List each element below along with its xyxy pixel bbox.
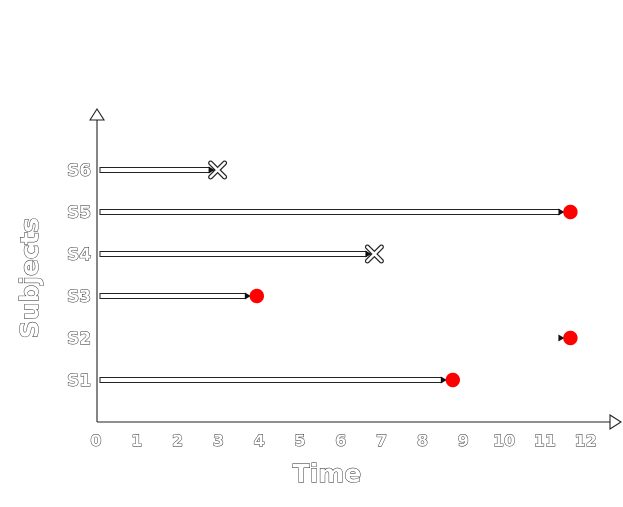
x-tick-label: 3 <box>213 431 224 450</box>
x-tick-label: 11 <box>534 431 556 450</box>
x-tick-label: 1 <box>131 431 142 450</box>
x-axis-arrow <box>609 413 623 431</box>
y-axis-arrow <box>88 107 106 121</box>
censored-cross <box>208 160 228 180</box>
x-tick-label: 8 <box>417 431 428 450</box>
subject-labels: S1 S2 S3 S4 S5 S6 <box>67 161 92 392</box>
x-tick-label: 7 <box>376 431 387 450</box>
subject-label: S2 <box>67 329 91 349</box>
x-tick-label: 2 <box>172 431 183 450</box>
subject-label: S5 <box>67 203 91 223</box>
censored-cross <box>364 244 384 264</box>
subject-bar <box>99 209 560 215</box>
subject-label: S1 <box>67 371 91 391</box>
event-dot <box>563 330 578 346</box>
bar-arrowhead <box>244 292 251 300</box>
bar-arrowhead <box>365 250 372 258</box>
bar-arrowhead <box>558 208 565 216</box>
subject-label: S3 <box>67 287 91 307</box>
x-tick-label: 6 <box>335 431 346 450</box>
x-tick-label: 12 <box>574 431 596 450</box>
subject-bar <box>99 293 247 299</box>
x-tick-label: 0 <box>90 431 101 450</box>
subject-label: S6 <box>67 161 91 181</box>
subject-bar <box>99 377 443 383</box>
x-tick-label: 5 <box>294 431 305 450</box>
x-tick-labels: 0 1 2 3 4 5 6 7 8 9 10 11 12 <box>90 431 597 451</box>
subject-bar <box>99 251 367 257</box>
y-axis-title: Subjects <box>15 218 44 339</box>
event-dot <box>445 372 460 388</box>
subject-bar <box>99 167 211 173</box>
subject-bars <box>99 166 565 384</box>
outcome-markers <box>208 160 578 388</box>
bar-arrowhead <box>440 376 447 384</box>
event-dot <box>249 288 264 304</box>
bar-arrowhead <box>208 166 215 174</box>
x-tick-label: 9 <box>458 431 469 450</box>
x-axis-title: Time <box>293 459 362 488</box>
x-tick-label: 4 <box>254 431 265 450</box>
axes <box>88 107 623 431</box>
bar-arrowhead <box>558 334 565 342</box>
x-tick-label: 10 <box>493 431 515 450</box>
event-dot <box>563 204 578 220</box>
subject-label: S4 <box>67 245 91 265</box>
